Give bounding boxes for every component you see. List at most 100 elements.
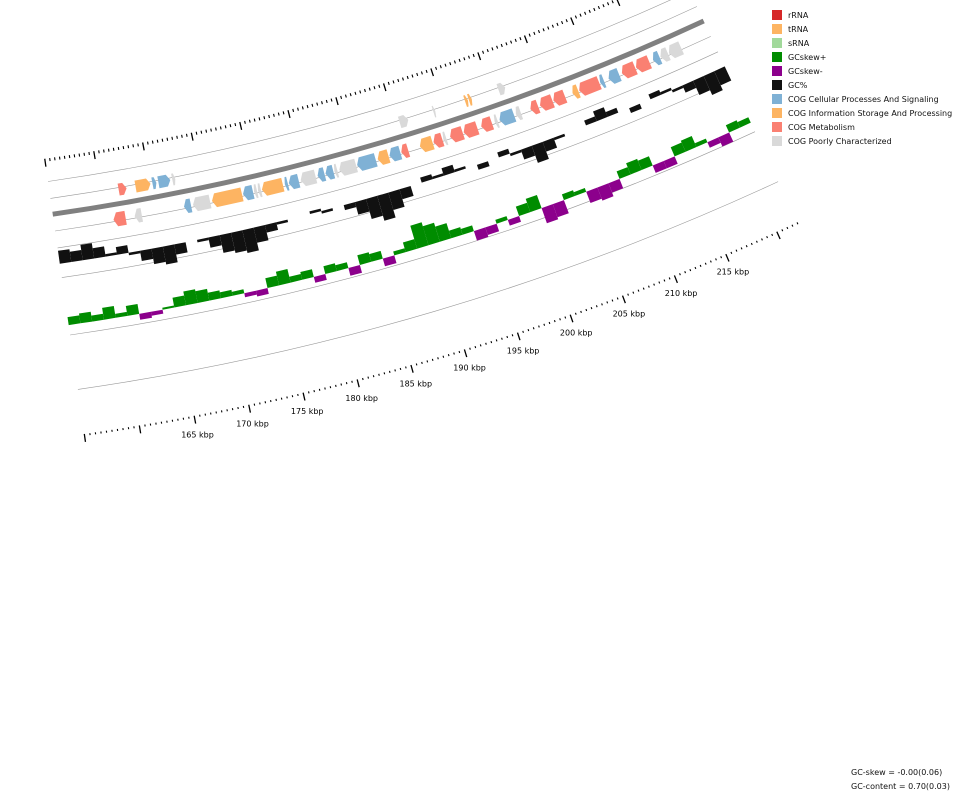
- cog-feature-arrow: [572, 84, 581, 99]
- scale-tick: [673, 275, 679, 284]
- scale-tick: [193, 415, 197, 424]
- cog-feature-arrow: [325, 164, 336, 180]
- gc-skew-negative-bar: [663, 156, 678, 169]
- legend-swatch: [772, 24, 782, 34]
- scale-tick: [543, 323, 546, 326]
- scale-tick: [421, 361, 423, 365]
- outer-tick: [117, 146, 120, 151]
- scale-tick: [248, 404, 252, 413]
- cog-feature-arrow: [357, 153, 378, 171]
- gc-skew-positive-bar: [369, 250, 383, 262]
- gc-skew-positive-bar: [183, 289, 198, 306]
- outer-tick: [340, 95, 343, 99]
- cog-feature-arrow: [467, 93, 473, 106]
- cog-feature-arrow: [134, 208, 143, 223]
- outer-tick: [533, 31, 536, 35]
- gc-content-bar: [58, 249, 72, 264]
- scale-label: 195 kbp: [507, 347, 540, 356]
- scale-tick: [479, 344, 482, 347]
- scale-tick: [601, 303, 603, 306]
- scale-label: 170 kbp: [236, 419, 269, 428]
- gc-content-bar: [542, 137, 558, 152]
- outer-tick: [176, 135, 178, 139]
- outer-tick: [112, 147, 115, 151]
- scale-tick: [426, 360, 429, 363]
- scale-tick: [791, 224, 794, 227]
- cog-feature-arrow: [515, 106, 524, 121]
- gc-skew-negative-bar: [652, 161, 667, 173]
- cog-feature-arrow: [339, 158, 358, 176]
- gc-content-bar: [128, 250, 141, 256]
- gc-content-bar: [584, 116, 597, 126]
- cog-feature-arrow: [653, 50, 663, 66]
- track-guide-line: [47, 0, 671, 182]
- legend-item: COG Poorly Characterized: [772, 134, 952, 148]
- outer-tick: [156, 139, 159, 143]
- gc-content-stat: GC-content = 0.70(0.03): [851, 782, 950, 791]
- cog-feature-arrow: [463, 121, 480, 138]
- legend-item: sRNA: [772, 36, 952, 50]
- gc-content-bar: [629, 103, 642, 113]
- outer-tick: [137, 143, 139, 147]
- gc-content-bar: [639, 99, 651, 104]
- scale-tick: [559, 318, 561, 321]
- cog-feature-arrow: [636, 55, 652, 73]
- outer-tick: [244, 120, 246, 124]
- legend-label: COG Cellular Processes And Signaling: [788, 94, 939, 104]
- scale-tick: [616, 297, 619, 300]
- gc-skew-negative-bar: [150, 309, 164, 316]
- scale-tick: [663, 279, 666, 282]
- outer-tick: [253, 118, 256, 122]
- scale-tick: [771, 233, 774, 237]
- scale-label: 205 kbp: [613, 310, 646, 319]
- scale-tick: [621, 295, 626, 304]
- gc-content-bar: [343, 202, 357, 211]
- scale-tick: [735, 249, 738, 252]
- gc-content-bar: [197, 237, 209, 243]
- cog-feature-arrow: [171, 173, 176, 186]
- cog-feature-arrow: [257, 183, 263, 198]
- gc-skew-negative-bar: [707, 137, 721, 148]
- scale-tick: [730, 251, 733, 254]
- cog-feature-arrow: [377, 149, 391, 165]
- gc-skew-positive-bar: [573, 188, 587, 196]
- scale-tick: [538, 325, 540, 328]
- scale-tick: [658, 281, 661, 284]
- gc-content-bar: [605, 107, 619, 117]
- gc-skew-positive-bar: [357, 252, 372, 265]
- cog-feature-arrow: [621, 61, 638, 79]
- gc-content-track: [58, 66, 732, 265]
- gc-content-bar: [618, 108, 630, 113]
- outer-tick: [103, 149, 105, 153]
- scale-label: 200 kbp: [560, 329, 593, 338]
- legend-label: tRNA: [788, 24, 809, 34]
- outer-tick: [458, 58, 461, 62]
- legend-item: GCskew+: [772, 50, 952, 64]
- scale-tick: [490, 340, 493, 344]
- scale-tick: [704, 262, 707, 265]
- outer-tick: [166, 137, 169, 141]
- cog-feature-arrow: [157, 174, 171, 189]
- outer-tick: [161, 138, 164, 142]
- legend-item: COG Cellular Processes And Signaling: [772, 92, 952, 106]
- outer-tick: [205, 129, 208, 133]
- outer-tick: [482, 50, 485, 54]
- scale-tick: [715, 258, 717, 261]
- cog-feature-arrow: [389, 145, 403, 162]
- outer-tick: [616, 0, 621, 7]
- gc-content-bar: [354, 199, 370, 215]
- legend-swatch: [772, 10, 782, 20]
- outer-tick: [210, 128, 212, 132]
- gc-skew-negative-bar: [382, 255, 397, 267]
- cog-feature-arrow: [401, 143, 411, 158]
- cog-feature-arrow: [496, 82, 506, 96]
- gc-skew-negative-bar: [313, 274, 327, 283]
- scale-tick: [516, 332, 521, 341]
- outer-tick: [597, 5, 600, 10]
- legend-swatch: [772, 94, 782, 104]
- scale-label: 190 kbp: [453, 364, 486, 373]
- legend-item: GCskew-: [772, 64, 952, 78]
- scale-tick: [388, 370, 391, 373]
- outer-tick: [444, 63, 447, 67]
- cog-feature-arrow: [668, 41, 684, 59]
